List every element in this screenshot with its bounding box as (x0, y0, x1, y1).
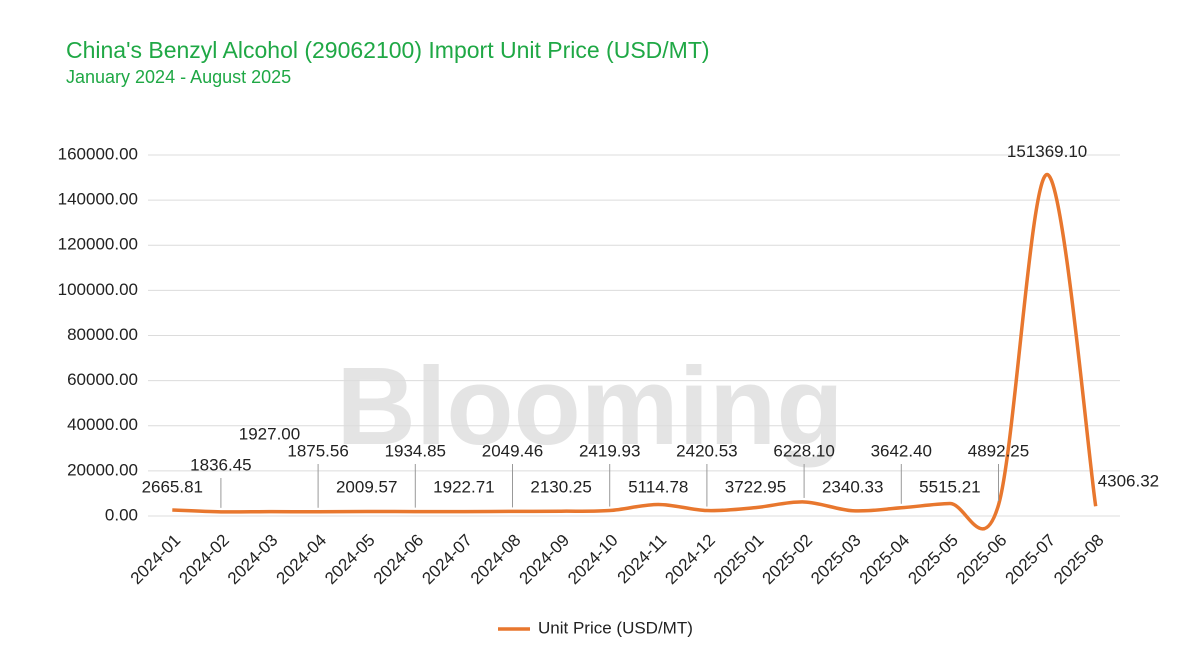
x-tick-label: 2025-07 (1002, 531, 1060, 589)
data-label: 1934.85 (385, 441, 446, 460)
x-tick-label: 2025-06 (953, 531, 1011, 589)
x-tick-label: 2024-11 (614, 531, 671, 588)
x-tick-label: 2025-03 (807, 531, 865, 589)
data-label: 4306.32 (1098, 471, 1159, 490)
data-label: 3642.40 (871, 441, 932, 460)
watermark: Blooming (336, 345, 843, 468)
y-tick-label: 40000.00 (67, 415, 138, 434)
data-label: 151369.10 (1007, 142, 1087, 161)
data-label: 2420.53 (676, 441, 737, 460)
chart-title: China's Benzyl Alcohol (29062100) Import… (66, 37, 710, 63)
data-label: 3722.95 (725, 477, 786, 496)
data-label: 1927.00 (239, 424, 300, 443)
x-tick-label: 2025-01 (710, 531, 768, 589)
x-tick-label: 2025-05 (904, 531, 962, 589)
x-tick-label: 2025-02 (759, 531, 817, 589)
x-tick-label: 2024-07 (418, 531, 476, 589)
data-label: 2340.33 (822, 477, 883, 496)
data-label: 2049.46 (482, 441, 543, 460)
y-tick-label: 60000.00 (67, 370, 138, 389)
x-tick-label: 2025-04 (856, 531, 914, 589)
data-label: 5515.21 (919, 477, 980, 496)
data-label: 2419.93 (579, 441, 640, 460)
y-tick-label: 120000.00 (58, 235, 138, 254)
data-label: 1875.56 (287, 441, 348, 460)
data-label: 2009.57 (336, 477, 397, 496)
x-tick-label: 2024-06 (370, 531, 428, 589)
data-label: 2665.81 (142, 477, 203, 496)
line (172, 172, 1098, 531)
x-tick-label: 2024-09 (516, 531, 574, 589)
data-label: 4892.25 (968, 441, 1029, 460)
legend-label: Unit Price (USD/MT) (538, 618, 693, 637)
x-tick-label: 2024-03 (224, 531, 282, 589)
data-label: 6228.10 (773, 441, 834, 460)
data-label: 5114.78 (628, 477, 688, 496)
x-tick-label: 2024-01 (127, 531, 185, 589)
y-tick-label: 0.00 (105, 505, 138, 524)
y-tick-label: 140000.00 (58, 190, 138, 209)
y-tick-label: 100000.00 (58, 280, 138, 299)
x-tick-label: 2024-10 (564, 531, 622, 589)
data-label: 1922.71 (433, 477, 494, 496)
x-tick-label: 2024-08 (467, 531, 525, 589)
x-tick-label: 2024-02 (175, 531, 233, 589)
y-tick-label: 80000.00 (67, 325, 138, 344)
chart-subtitle: January 2024 - August 2025 (66, 67, 291, 87)
x-tick-label: 2024-04 (273, 531, 331, 589)
x-tick-label: 2025-08 (1050, 531, 1108, 589)
y-tick-label: 160000.00 (58, 144, 138, 163)
x-tick-label: 2024-05 (321, 531, 379, 589)
data-label: 2130.25 (530, 477, 591, 496)
data-label: 1836.45 (190, 455, 251, 474)
y-tick-label: 20000.00 (67, 460, 138, 479)
x-tick-label: 2024-12 (661, 531, 719, 589)
